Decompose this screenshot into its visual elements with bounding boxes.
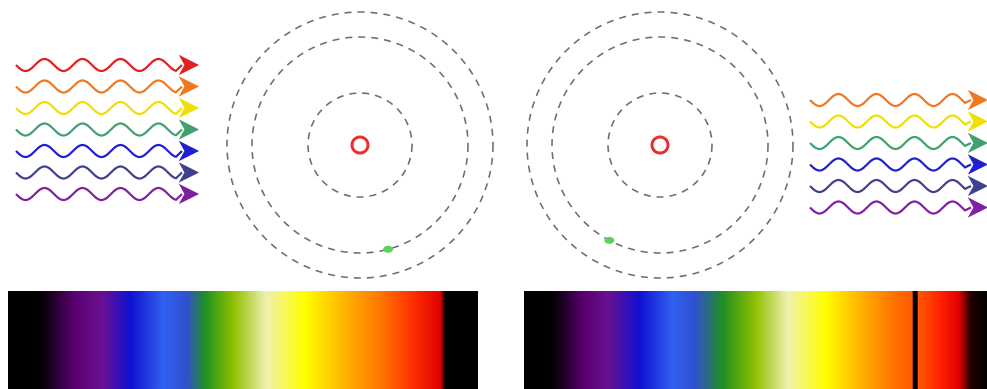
continuous-spectrum-band [8,291,478,389]
incoming-wave-5 [15,143,183,159]
incoming-arrowhead-4 [178,119,200,140]
continuous-spectrum [8,291,478,389]
incoming-arrowhead-5 [178,140,200,162]
outgoing-arrowhead-4 [967,154,987,175]
atom-after-electron [604,236,615,244]
outgoing-wave-4 [809,157,972,172]
atom-before-electron [383,245,393,253]
outgoing-light-waves [809,89,987,218]
incoming-arrowhead-7 [178,183,200,205]
incoming-arrowhead-1 [178,54,200,76]
incoming-wave-6 [15,165,183,180]
atom-before-orbit-3 [226,11,494,279]
incoming-wave-4 [15,122,183,137]
outgoing-wave-6 [809,200,972,215]
incoming-arrowhead-2 [178,76,200,97]
outgoing-wave-1 [809,92,972,108]
absorption-line [912,291,918,389]
incoming-arrowhead-3 [178,97,200,119]
incoming-wave-2 [15,79,183,94]
outgoing-arrowhead-6 [967,197,987,218]
atom-before-orbit-2 [251,36,469,254]
outgoing-wave-3 [809,135,972,151]
atom-after [526,11,794,279]
atom-after-orbit-3 [526,11,794,279]
incoming-light-waves [15,54,200,205]
outgoing-arrowhead-5 [967,175,987,197]
atom-after-orbit-1 [607,92,713,198]
atom-before-orbit-1 [307,92,413,198]
incoming-wave-1 [15,57,183,73]
outgoing-wave-2 [809,114,972,129]
absorption-spectrum [524,291,987,389]
atom-after-orbit-2 [551,36,769,254]
incoming-wave-3 [15,100,183,116]
outgoing-arrowhead-1 [967,89,987,111]
outgoing-arrowhead-3 [967,132,987,154]
outgoing-arrowhead-2 [967,111,987,132]
atom-before-nucleus [350,135,370,155]
absorption-spectrum-band [524,291,987,389]
atom-after-nucleus [650,135,670,155]
incoming-wave-7 [15,186,183,202]
incoming-arrowhead-6 [178,162,200,183]
outgoing-wave-5 [809,178,972,194]
atom-before [226,11,494,279]
